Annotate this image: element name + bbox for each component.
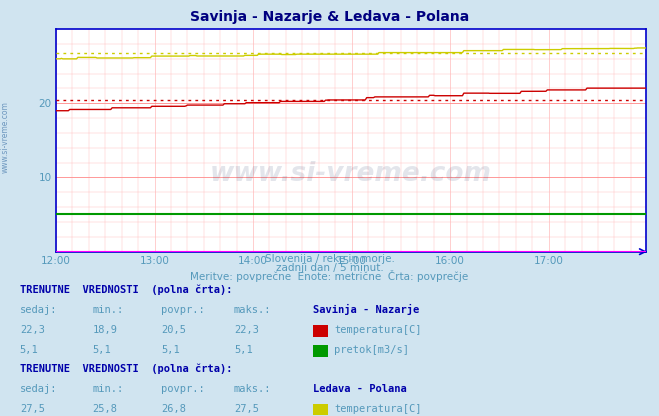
Text: 27,5: 27,5 [234,404,259,414]
Text: 22,3: 22,3 [20,325,45,335]
Text: zadnji dan / 5 minut.: zadnji dan / 5 minut. [275,263,384,273]
Text: 26,8: 26,8 [161,404,186,414]
Text: min.:: min.: [92,384,123,394]
Text: TRENUTNE  VREDNOSTI  (polna črta):: TRENUTNE VREDNOSTI (polna črta): [20,364,232,374]
Text: 5,1: 5,1 [20,345,38,355]
Text: maks.:: maks.: [234,305,272,315]
Text: 18,9: 18,9 [92,325,117,335]
Text: 25,8: 25,8 [92,404,117,414]
Text: Slovenija / reke in morje.: Slovenija / reke in morje. [264,254,395,264]
Text: 20,5: 20,5 [161,325,186,335]
Text: Savinja - Nazarje & Ledava - Polana: Savinja - Nazarje & Ledava - Polana [190,10,469,25]
Text: sedaj:: sedaj: [20,384,57,394]
Text: 27,5: 27,5 [20,404,45,414]
Text: povpr.:: povpr.: [161,384,205,394]
Text: maks.:: maks.: [234,384,272,394]
Text: temperatura[C]: temperatura[C] [334,404,422,414]
Text: Ledava - Polana: Ledava - Polana [313,384,407,394]
Text: pretok[m3/s]: pretok[m3/s] [334,345,409,355]
Text: 22,3: 22,3 [234,325,259,335]
Text: 5,1: 5,1 [234,345,252,355]
Text: povpr.:: povpr.: [161,305,205,315]
Text: TRENUTNE  VREDNOSTI  (polna črta):: TRENUTNE VREDNOSTI (polna črta): [20,285,232,295]
Text: www.si-vreme.com: www.si-vreme.com [1,102,10,173]
Text: www.si-vreme.com: www.si-vreme.com [210,161,492,187]
Text: sedaj:: sedaj: [20,305,57,315]
Text: 5,1: 5,1 [92,345,111,355]
Text: 5,1: 5,1 [161,345,180,355]
Text: min.:: min.: [92,305,123,315]
Text: Savinja - Nazarje: Savinja - Nazarje [313,304,419,315]
Text: Meritve: povprečne  Enote: metrične  Črta: povprečje: Meritve: povprečne Enote: metrične Črta:… [190,270,469,282]
Text: temperatura[C]: temperatura[C] [334,325,422,335]
